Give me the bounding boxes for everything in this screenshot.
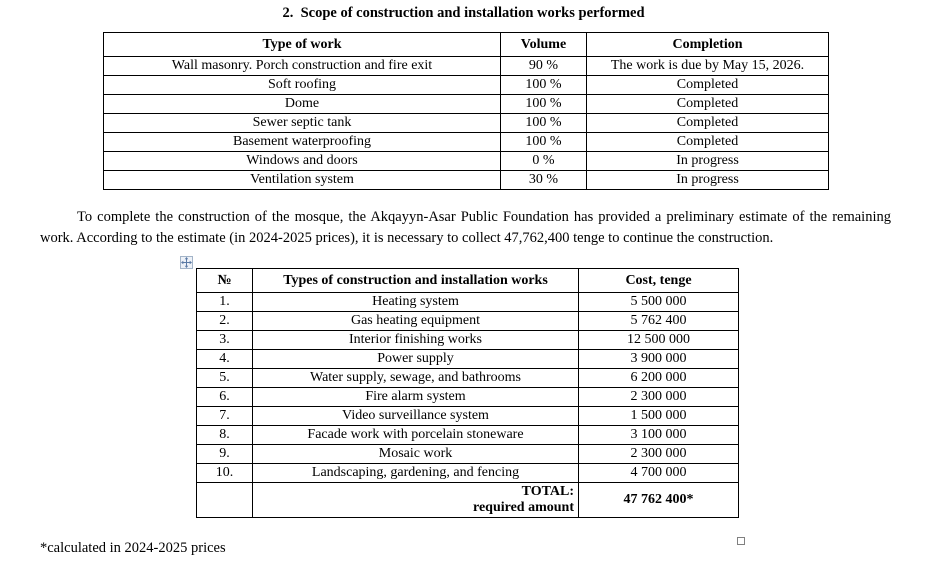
cost-table: № Types of construction and installation… bbox=[196, 268, 739, 518]
footnote: *calculated in 2024-2025 prices bbox=[40, 540, 226, 556]
row-cost-cell: 5 500 000 bbox=[578, 292, 739, 312]
work-completion-cell: Completed bbox=[586, 113, 829, 133]
work-completion-cell: Completed bbox=[586, 132, 829, 152]
row-number-cell: 10. bbox=[196, 463, 253, 483]
row-work-cell: Water supply, sewage, and bathrooms bbox=[252, 368, 579, 388]
table-move-handle-icon[interactable] bbox=[180, 256, 193, 269]
row-number-cell: 3. bbox=[196, 330, 253, 350]
row-work-cell: Landscaping, gardening, and fencing bbox=[252, 463, 579, 483]
work-type-cell: Ventilation system bbox=[103, 170, 501, 190]
row-work-cell: Heating system bbox=[252, 292, 579, 312]
table-resize-handle-icon[interactable] bbox=[737, 537, 745, 545]
works-header-type: Type of work bbox=[103, 32, 501, 57]
total-empty-cell bbox=[196, 482, 253, 518]
work-volume-cell: 0 % bbox=[500, 151, 587, 171]
row-number-cell: 1. bbox=[196, 292, 253, 312]
works-header-completion: Completion bbox=[586, 32, 829, 57]
row-work-cell: Gas heating equipment bbox=[252, 311, 579, 331]
table-row: Soft roofing 100 % Completed bbox=[103, 75, 829, 95]
works-table: Type of work Volume Completion Wall maso… bbox=[103, 32, 829, 190]
row-cost-cell: 12 500 000 bbox=[578, 330, 739, 350]
row-number-cell: 5. bbox=[196, 368, 253, 388]
table-row: 10. Landscaping, gardening, and fencing … bbox=[196, 463, 739, 483]
table-row: Dome 100 % Completed bbox=[103, 94, 829, 114]
table-row: Sewer septic tank 100 % Completed bbox=[103, 113, 829, 133]
table-row: Windows and doors 0 % In progress bbox=[103, 151, 829, 171]
total-value-cell: 47 762 400* bbox=[578, 482, 739, 518]
row-cost-cell: 6 200 000 bbox=[578, 368, 739, 388]
work-volume-cell: 100 % bbox=[500, 113, 587, 133]
row-cost-cell: 3 100 000 bbox=[578, 425, 739, 445]
cost-header-number: № bbox=[196, 268, 253, 293]
row-work-cell: Facade work with porcelain stoneware bbox=[252, 425, 579, 445]
row-number-cell: 8. bbox=[196, 425, 253, 445]
row-work-cell: Power supply bbox=[252, 349, 579, 369]
cost-table-header-row: № Types of construction and installation… bbox=[196, 268, 739, 293]
table-row: 7. Video surveillance system 1 500 000 bbox=[196, 406, 739, 426]
cost-header-cost: Cost, tenge bbox=[578, 268, 739, 293]
work-volume-cell: 100 % bbox=[500, 75, 587, 95]
work-type-cell: Soft roofing bbox=[103, 75, 501, 95]
row-number-cell: 6. bbox=[196, 387, 253, 407]
row-number-cell: 9. bbox=[196, 444, 253, 464]
table-row: 3. Interior finishing works 12 500 000 bbox=[196, 330, 739, 350]
work-type-cell: Dome bbox=[103, 94, 501, 114]
table-row: 5. Water supply, sewage, and bathrooms 6… bbox=[196, 368, 739, 388]
table-row: Basement waterproofing 100 % Completed bbox=[103, 132, 829, 152]
work-type-cell: Wall masonry. Porch construction and fir… bbox=[103, 56, 501, 76]
work-volume-cell: 100 % bbox=[500, 94, 587, 114]
work-volume-cell: 100 % bbox=[500, 132, 587, 152]
table-row: 9. Mosaic work 2 300 000 bbox=[196, 444, 739, 464]
table-row: 8. Facade work with porcelain stoneware … bbox=[196, 425, 739, 445]
row-work-cell: Fire alarm system bbox=[252, 387, 579, 407]
total-row: TOTAL: required amount 47 762 400* bbox=[196, 482, 739, 518]
row-number-cell: 7. bbox=[196, 406, 253, 426]
row-work-cell: Interior finishing works bbox=[252, 330, 579, 350]
table-row: 4. Power supply 3 900 000 bbox=[196, 349, 739, 369]
total-label-line2: required amount bbox=[473, 500, 574, 515]
row-number-cell: 2. bbox=[196, 311, 253, 331]
work-completion-cell: Completed bbox=[586, 94, 829, 114]
table-row: Wall masonry. Porch construction and fir… bbox=[103, 56, 829, 76]
row-work-cell: Video surveillance system bbox=[252, 406, 579, 426]
table-row: 1. Heating system 5 500 000 bbox=[196, 292, 739, 312]
cost-header-works: Types of construction and installation w… bbox=[252, 268, 579, 293]
work-completion-cell: Completed bbox=[586, 75, 829, 95]
work-type-cell: Windows and doors bbox=[103, 151, 501, 171]
table-row: 2. Gas heating equipment 5 762 400 bbox=[196, 311, 739, 331]
work-completion-cell: The work is due by May 15, 2026. bbox=[586, 56, 829, 76]
row-work-cell: Mosaic work bbox=[252, 444, 579, 464]
work-volume-cell: 90 % bbox=[500, 56, 587, 76]
total-label-cell: TOTAL: required amount bbox=[252, 482, 579, 518]
total-label-line1: TOTAL: bbox=[521, 484, 574, 499]
row-cost-cell: 3 900 000 bbox=[578, 349, 739, 369]
body-paragraph: To complete the construction of the mosq… bbox=[40, 209, 891, 246]
row-cost-cell: 2 300 000 bbox=[578, 444, 739, 464]
row-cost-cell: 1 500 000 bbox=[578, 406, 739, 426]
works-header-volume: Volume bbox=[500, 32, 587, 57]
work-type-cell: Basement waterproofing bbox=[103, 132, 501, 152]
page-title: 2. Scope of construction and installatio… bbox=[282, 5, 645, 21]
table-row: Ventilation system 30 % In progress bbox=[103, 170, 829, 190]
work-type-cell: Sewer septic tank bbox=[103, 113, 501, 133]
four-way-arrow-icon bbox=[181, 257, 192, 268]
row-cost-cell: 5 762 400 bbox=[578, 311, 739, 331]
work-volume-cell: 30 % bbox=[500, 170, 587, 190]
works-table-header-row: Type of work Volume Completion bbox=[103, 32, 829, 57]
table-row: 6. Fire alarm system 2 300 000 bbox=[196, 387, 739, 407]
work-completion-cell: In progress bbox=[586, 170, 829, 190]
row-number-cell: 4. bbox=[196, 349, 253, 369]
row-cost-cell: 2 300 000 bbox=[578, 387, 739, 407]
row-cost-cell: 4 700 000 bbox=[578, 463, 739, 483]
work-completion-cell: In progress bbox=[586, 151, 829, 171]
